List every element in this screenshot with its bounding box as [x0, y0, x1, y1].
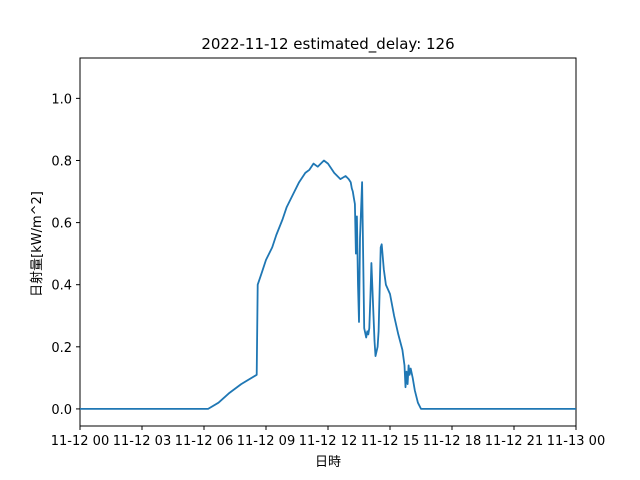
y-tick-label: 0.0	[51, 403, 72, 418]
series-line	[80, 159, 576, 410]
x-tick-label: 11-12 03	[113, 434, 171, 449]
x-tick-label: 11-12 12	[299, 434, 357, 449]
plot-frame	[79, 57, 577, 427]
chart-title: 2022-11-12 estimated_delay: 126	[201, 35, 454, 54]
x-tick-label: 11-12 15	[361, 434, 419, 449]
y-tick-label: 0.8	[51, 154, 72, 169]
x-tick-label: 11-13 00	[547, 434, 605, 449]
x-tick-label: 11-12 18	[423, 434, 481, 449]
y-axis-ticks: 0.0 0.2 0.4 0.6 0.8 1.0	[51, 92, 80, 418]
x-tick-label: 11-12 00	[51, 434, 109, 449]
x-tick-label: 11-12 21	[485, 434, 543, 449]
y-tick-label: 1.0	[51, 92, 72, 107]
plot-area	[79, 57, 577, 427]
y-tick-label: 0.2	[51, 341, 72, 356]
x-axis-ticks: 11-12 00 11-12 03 11-12 06 11-12 09 11-12 12…	[51, 426, 605, 449]
x-axis-label: 日時	[315, 455, 341, 470]
x-tick-label: 11-12 06	[175, 434, 233, 449]
y-tick-label: 0.4	[51, 279, 72, 294]
y-tick-label: 0.6	[51, 217, 72, 232]
x-tick-label: 11-12 09	[237, 434, 295, 449]
y-axis-label: 日射量[kW/m^2]	[29, 191, 45, 297]
